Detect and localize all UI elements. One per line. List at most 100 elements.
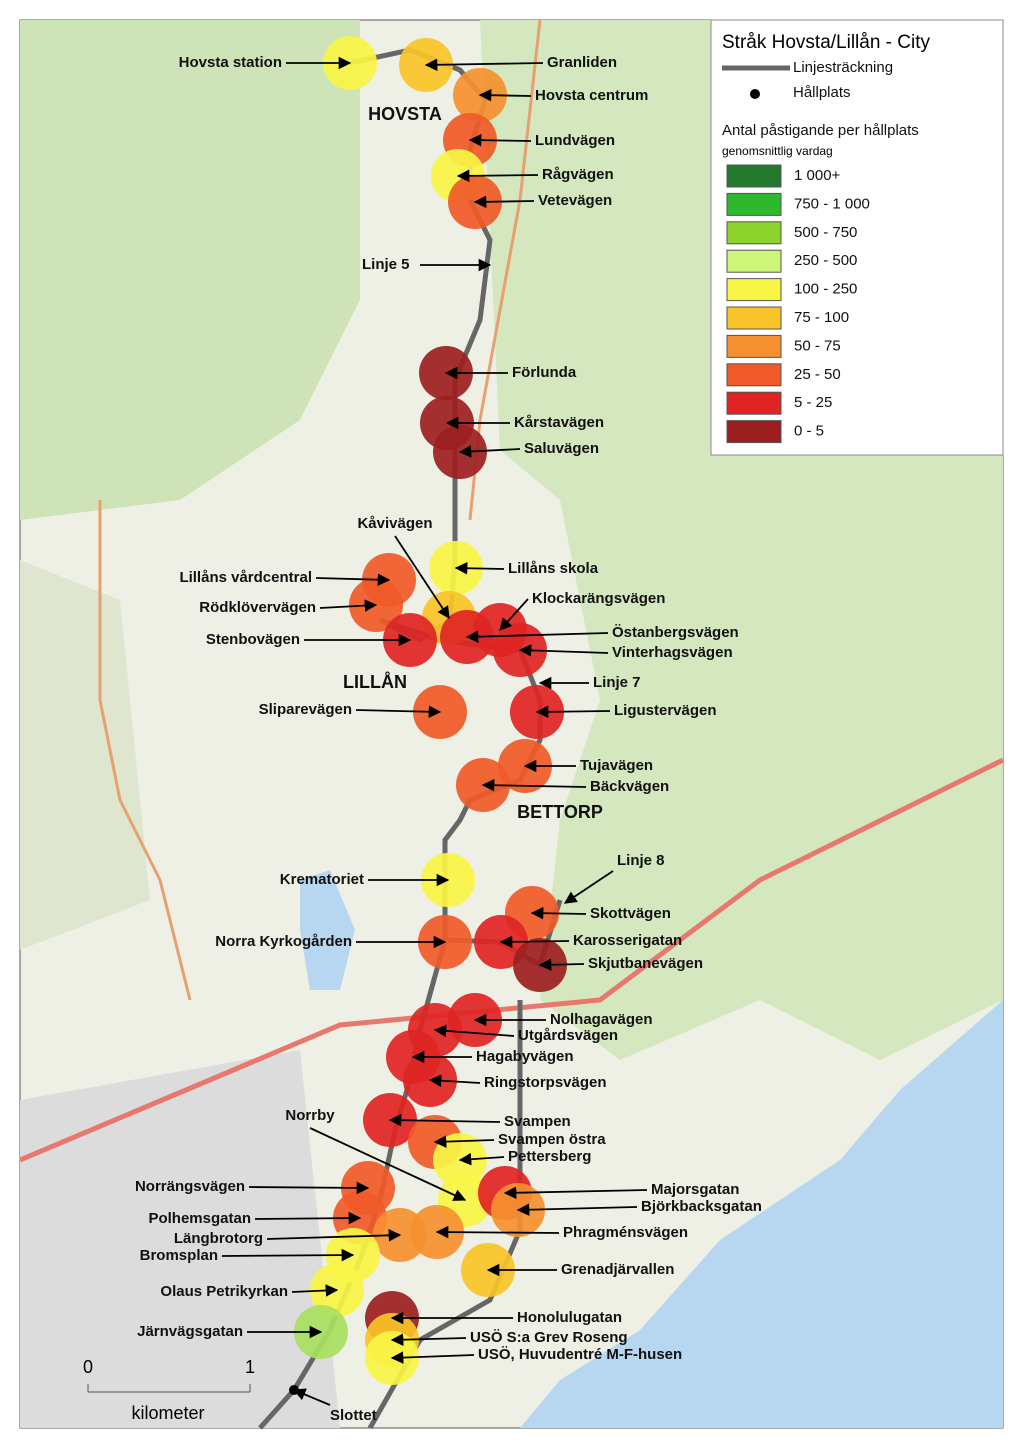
- stop-arrow: [315, 573, 391, 586]
- stop-arrow: [518, 644, 609, 657]
- stop-arrow: [499, 598, 529, 631]
- stop-label: Ligustervägen: [614, 702, 717, 719]
- legend-class-label: 50 - 75: [794, 337, 841, 354]
- legend-class-label: 0 - 5: [794, 423, 824, 440]
- stop-arrow: [538, 958, 585, 972]
- place-label: LILLÅN: [343, 672, 407, 692]
- legend-swatch: [726, 278, 782, 302]
- stop-label: Stenbovägen: [206, 631, 300, 648]
- legend-stop: Hållplats: [793, 84, 851, 101]
- scale-unit: kilometer: [131, 1403, 204, 1423]
- legend-class-label: 250 - 500: [794, 252, 857, 269]
- stop-label: Polhemsgatan: [148, 1210, 251, 1227]
- stop-arrow: [535, 705, 611, 719]
- stop-label: Grenadjärvallen: [561, 1261, 674, 1278]
- stop-arrow: [248, 1181, 370, 1195]
- stop-label: USÖ, Huvudentré M-F-husen: [478, 1346, 682, 1363]
- stop-arrow: [309, 1127, 467, 1201]
- legend-swatch: [726, 164, 782, 188]
- stop-label: Granliden: [547, 54, 617, 71]
- terrain: [19, 19, 1005, 1428]
- stop-label: Norra Kyrkogården: [215, 933, 352, 950]
- stop-label: Pettersberg: [508, 1148, 591, 1165]
- stop-arrow: [221, 1248, 355, 1262]
- stop-label: Tujavägen: [580, 757, 653, 774]
- legend-class-label: 75 - 100: [794, 309, 849, 326]
- legend-class-label: 500 - 750: [794, 224, 857, 241]
- stop-label: Sliparevägen: [259, 701, 352, 718]
- place-label: HOVSTA: [368, 104, 442, 124]
- legend-swatch: [726, 363, 782, 387]
- stop-arrow: [266, 1229, 402, 1242]
- stop-label: Phragménsvägen: [563, 1224, 688, 1241]
- stop-label: Nolhagavägen: [550, 1011, 653, 1028]
- stop-label: Rågvägen: [542, 166, 614, 183]
- stop-label: Olaus Petrikyrkan: [160, 1283, 288, 1300]
- stop-arrow: [458, 1152, 505, 1166]
- scale-end: 1: [245, 1357, 255, 1377]
- stop-label: Ringstorpsvägen: [484, 1074, 607, 1091]
- stop-label: Kåvivägen: [357, 515, 432, 532]
- stop-label: Längbrotorg: [174, 1230, 263, 1247]
- stop-label: Klockarängsvägen: [532, 590, 665, 607]
- legend-stop-swatch: [750, 89, 760, 99]
- legend-swatch: [726, 391, 782, 415]
- stop-arrow: [292, 1388, 331, 1406]
- stop-label: Järnvägsgatan: [137, 1323, 243, 1340]
- stop-arrow: [456, 169, 539, 183]
- legend-swatch: [726, 420, 782, 444]
- stop-label: Kårstavägen: [514, 414, 604, 431]
- legend-title: Stråk Hovsta/Lillån - City: [722, 32, 931, 53]
- stop-arrow: [319, 599, 378, 612]
- stop-arrow: [481, 778, 587, 792]
- stop-arrow: [454, 561, 505, 575]
- stop-label: Vinterhagsvägen: [612, 644, 733, 661]
- stop-label: Lillåns vårdcentral: [179, 569, 312, 586]
- stop-arrow: [390, 1351, 475, 1364]
- stop-arrow: [433, 1135, 495, 1148]
- stop-label: Norrängsvägen: [135, 1178, 245, 1195]
- stop-arrow: [473, 195, 535, 209]
- stop-label: Bromsplan: [140, 1247, 218, 1264]
- stop-arrow: [458, 445, 521, 458]
- line-label: Linje 8: [617, 852, 665, 869]
- legend-class-label: 100 - 250: [794, 281, 857, 298]
- legend-swatch: [726, 221, 782, 245]
- stop-arrow: [530, 906, 587, 920]
- legend-swatch: [726, 249, 782, 273]
- stop-arrow: [390, 1333, 467, 1346]
- legend-swatch: [726, 192, 782, 216]
- place-label: BETTORP: [517, 802, 603, 822]
- stop-label: Hagabyvägen: [476, 1048, 574, 1065]
- stop-label: Utgårdsvägen: [518, 1027, 618, 1044]
- legend-class-label: 25 - 50: [794, 366, 841, 383]
- stop-label: Saluvägen: [524, 440, 599, 457]
- stop-label: Karosserigatan: [573, 932, 682, 949]
- stop-arrow: [516, 1203, 638, 1217]
- stop-label: USÖ S:a Grev Roseng: [470, 1329, 628, 1346]
- stop-label: Skottvägen: [590, 905, 671, 922]
- stop-arrow: [433, 1024, 515, 1038]
- stop-arrow: [424, 58, 544, 72]
- stop-label: Östanbergsvägen: [612, 624, 739, 641]
- stop-arrow: [478, 88, 532, 102]
- line-label: Linje 7: [593, 674, 641, 691]
- stop-arrow: [355, 705, 442, 719]
- legend-subheading: genomsnittlig vardag: [722, 144, 833, 158]
- stop-label: Lundvägen: [535, 132, 615, 149]
- stop-arrow: [394, 535, 450, 620]
- stop-label: Honolulugatan: [517, 1309, 622, 1326]
- stop-label: Hovsta centrum: [535, 87, 648, 104]
- stop-arrow: [503, 1186, 648, 1200]
- stop-arrow: [254, 1211, 362, 1225]
- stop-label: Skjutbanevägen: [588, 955, 703, 972]
- stop-label: Svampen östra: [498, 1131, 606, 1148]
- line-label: Linje 5: [362, 256, 410, 273]
- legend-swatch: [726, 334, 782, 358]
- stop-label: Vetevägen: [538, 192, 612, 209]
- stop-label: Hovsta station: [179, 54, 282, 71]
- stop-label: Lillåns skola: [508, 560, 599, 577]
- stop-arrow: [468, 133, 532, 147]
- legend-route: Linjesträckning: [793, 59, 893, 76]
